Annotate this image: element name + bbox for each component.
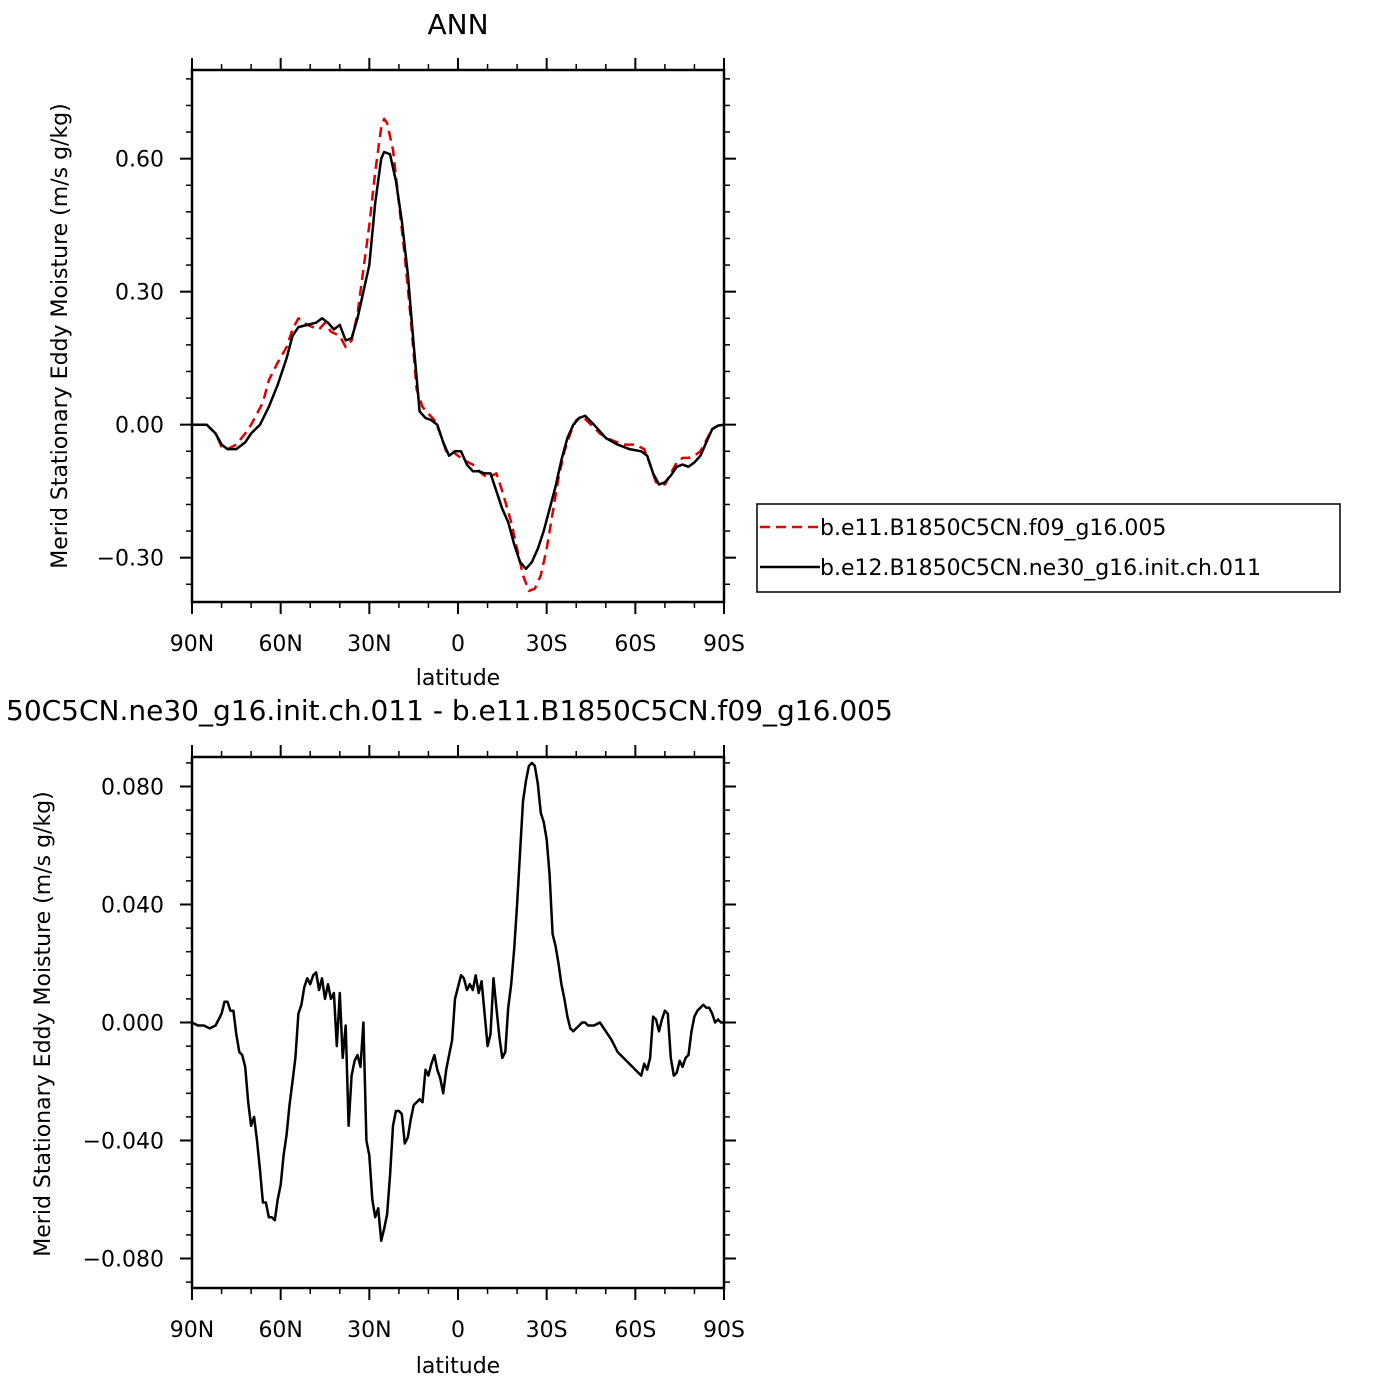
top-series-group: [192, 117, 725, 593]
bottom-plot-title: 50C5CN.ne30_g16.init.ch.011 - b.e11.B185…: [6, 694, 893, 727]
bottom-y-tick-label: 0.080: [101, 776, 164, 801]
top-y-axis-title: Merid Stationary Eddy Moisture (m/s g/kg…: [48, 103, 73, 568]
top-series-line-1: [192, 117, 725, 593]
top-axis-ticks: [180, 58, 736, 614]
top-x-tick-label: 30N: [347, 632, 391, 657]
top-plot-frame: [190, 68, 726, 604]
bottom-y-axis-title: Merid Stationary Eddy Moisture (m/s g/kg…: [31, 791, 56, 1256]
bottom-x-tick-label: 60N: [258, 1318, 302, 1343]
top-series-line-2: [192, 150, 725, 571]
top-y-tick-label: 0.30: [115, 281, 164, 306]
bottom-series-group: [191, 761, 724, 1243]
bottom-y-tick-labels: −0.080 −0.040 0.000 0.040 0.080: [83, 776, 164, 1273]
bottom-y-tick-label: 0.000: [101, 1012, 164, 1037]
top-x-tick-labels: 90N 60N 30N 0 30S 60S 90S: [170, 632, 745, 657]
bottom-x-tick-label: 0: [451, 1318, 465, 1343]
bottom-x-tick-labels: 90N 60N 30N 0 30S 60S 90S: [170, 1318, 745, 1343]
bottom-y-tick-label: −0.040: [83, 1130, 164, 1155]
top-y-tick-labels: −0.30 0.00 0.30 0.60: [97, 148, 164, 572]
top-y-tick-label: −0.30: [97, 547, 164, 572]
top-x-axis-title: latitude: [416, 666, 500, 691]
top-panel: ANN −0.300.000.300.60 90N 60N 30N 0 30S 60S 90…: [48, 8, 745, 691]
bottom-plot-frame: [190, 755, 726, 1290]
top-x-tick-label: 30S: [526, 632, 568, 657]
bottom-x-axis-title: latitude: [416, 1354, 500, 1379]
bottom-x-tick-label: 90S: [703, 1318, 745, 1343]
bottom-y-tick-label: 0.040: [101, 894, 164, 919]
bottom-series-line-1: [191, 761, 724, 1243]
legend-box: [756, 503, 1341, 593]
legend-label-series-1: b.e11.B1850C5CN.f09_g16.005: [820, 516, 1166, 541]
top-y-tick-label: 0.60: [115, 148, 164, 173]
top-y-tick-label: 0.00: [115, 414, 164, 439]
bottom-x-tick-label: 60S: [614, 1318, 656, 1343]
bottom-y-tick-label: −0.080: [83, 1248, 164, 1273]
bottom-x-tick-label: 90N: [170, 1318, 214, 1343]
bottom-axis-ticks: [180, 745, 736, 1300]
bottom-panel: 50C5CN.ne30_g16.init.ch.011 - b.e11.B185…: [6, 694, 893, 1379]
top-x-tick-label: 90S: [703, 632, 745, 657]
top-x-tick-label: 0: [451, 632, 465, 657]
top-plot-title: ANN: [427, 8, 488, 41]
bottom-x-tick-label: 30S: [526, 1318, 568, 1343]
top-x-tick-label: 90N: [170, 632, 214, 657]
bottom-x-tick-label: 30N: [347, 1318, 391, 1343]
top-x-tick-label: 60N: [258, 632, 302, 657]
top-x-tick-label: 60S: [614, 632, 656, 657]
legend: b.e11.B1850C5CN.f09_g16.005 b.e12.B1850C…: [756, 503, 1341, 593]
legend-label-series-2: b.e12.B1850C5CN.ne30_g16.init.ch.011: [820, 556, 1261, 581]
